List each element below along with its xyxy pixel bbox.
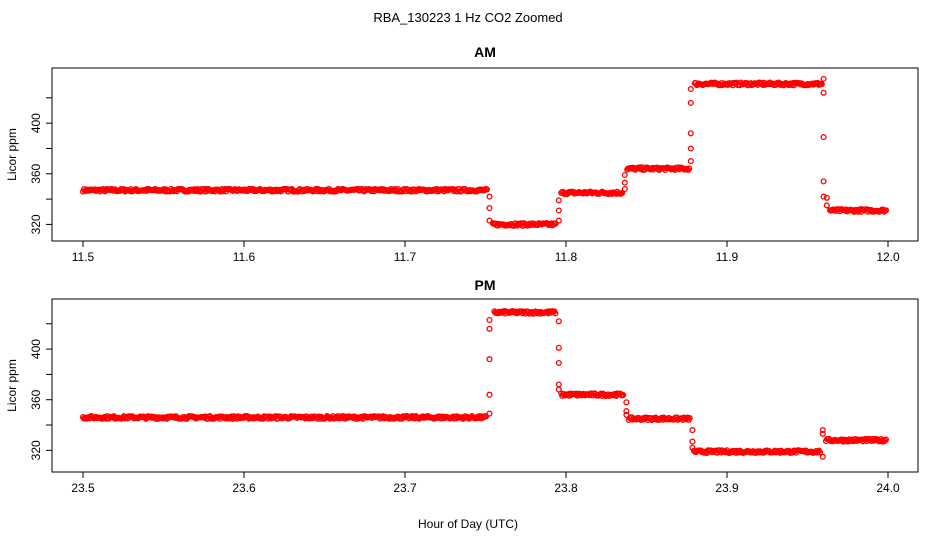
data-point bbox=[882, 436, 890, 443]
data-point bbox=[686, 165, 693, 172]
data-point bbox=[486, 316, 493, 324]
data-point bbox=[687, 145, 694, 152]
data-point bbox=[823, 202, 830, 209]
panel-am: AM Licor ppm 11.5 11.6 11.7 11.8 11.9 12.0 32… bbox=[5, 44, 919, 264]
x-tick-label: 11.8 bbox=[555, 250, 578, 264]
panel-am-y-axis: 320 360 400 bbox=[29, 97, 52, 234]
data-point bbox=[555, 217, 562, 224]
data-point bbox=[820, 75, 827, 82]
panel-am-frame bbox=[51, 67, 919, 242]
data-point bbox=[687, 158, 694, 165]
y-tick-label: 400 bbox=[29, 339, 43, 359]
data-point bbox=[687, 99, 694, 106]
panel-pm-y-axis: 320 360 400 bbox=[29, 323, 52, 460]
data-point bbox=[486, 217, 493, 224]
data-point bbox=[483, 186, 491, 193]
data-point bbox=[623, 411, 630, 418]
data-point bbox=[623, 399, 630, 406]
y-tick-label: 320 bbox=[29, 440, 43, 460]
y-tick-label: 360 bbox=[29, 163, 43, 183]
panel-pm-points bbox=[79, 307, 890, 460]
data-point bbox=[689, 444, 696, 451]
data-point bbox=[819, 430, 826, 437]
data-point bbox=[686, 415, 693, 422]
data-point bbox=[555, 344, 562, 351]
data-point bbox=[818, 81, 825, 88]
data-point bbox=[819, 427, 826, 434]
panel-am-title: AM bbox=[474, 44, 496, 60]
data-point bbox=[689, 427, 696, 434]
panel-pm-ylabel: Licor ppm bbox=[5, 359, 19, 412]
data-point bbox=[820, 178, 827, 185]
data-point bbox=[689, 438, 696, 445]
panel-pm-frame bbox=[51, 298, 919, 473]
panel-am-ylabel: Licor ppm bbox=[5, 128, 19, 181]
data-point bbox=[555, 197, 562, 204]
data-point bbox=[555, 359, 562, 367]
data-point bbox=[555, 386, 562, 393]
data-point bbox=[621, 179, 628, 186]
x-tick-label: 11.7 bbox=[394, 250, 417, 264]
x-tick-label: 23.5 bbox=[71, 481, 95, 495]
x-axis-label: Hour of Day (UTC) bbox=[418, 517, 518, 531]
panel-pm: PM Licor ppm 23.5 23.6 23.7 23.8 23.9 24.0 32… bbox=[5, 277, 919, 495]
panel-pm-x-axis: 23.5 23.6 23.7 23.8 23.9 24.0 bbox=[71, 472, 900, 495]
data-point bbox=[882, 207, 890, 214]
x-tick-label: 12.0 bbox=[876, 250, 900, 264]
x-tick-label: 23.9 bbox=[715, 481, 739, 495]
data-point bbox=[621, 185, 628, 193]
y-tick-label: 320 bbox=[29, 214, 43, 234]
data-point bbox=[486, 325, 493, 332]
panel-pm-title: PM bbox=[475, 277, 496, 293]
data-point bbox=[820, 89, 827, 96]
x-tick-label: 23.8 bbox=[554, 481, 578, 495]
data-point bbox=[687, 85, 694, 93]
data-point bbox=[552, 310, 559, 317]
data-point bbox=[482, 413, 490, 420]
data-point bbox=[823, 194, 830, 201]
panel-am-points bbox=[79, 75, 890, 229]
x-tick-label: 23.7 bbox=[393, 481, 417, 495]
x-tick-label: 23.6 bbox=[232, 481, 256, 495]
data-point bbox=[555, 207, 562, 214]
figure-title: RBA_130223 1 Hz CO2 Zoomed bbox=[373, 10, 562, 25]
data-point bbox=[623, 408, 630, 415]
y-tick-label: 400 bbox=[29, 113, 43, 133]
data-point bbox=[486, 204, 493, 212]
data-point bbox=[816, 449, 824, 456]
data-point bbox=[486, 356, 493, 363]
y-tick-label: 360 bbox=[29, 389, 43, 409]
data-point bbox=[486, 410, 493, 417]
data-point bbox=[555, 318, 562, 325]
data-point bbox=[687, 130, 694, 137]
data-point bbox=[621, 171, 628, 179]
data-point bbox=[820, 134, 827, 141]
data-point bbox=[620, 391, 627, 399]
x-tick-label: 11.9 bbox=[716, 250, 739, 264]
data-point bbox=[486, 193, 493, 200]
x-tick-label: 24.0 bbox=[876, 481, 900, 495]
data-point bbox=[555, 381, 562, 388]
data-point bbox=[486, 391, 493, 398]
data-point bbox=[819, 453, 826, 460]
x-tick-label: 11.6 bbox=[233, 250, 256, 264]
data-point bbox=[820, 193, 827, 200]
panel-am-x-axis: 11.5 11.6 11.7 11.8 11.9 12.0 bbox=[72, 241, 900, 264]
x-tick-label: 11.5 bbox=[72, 250, 95, 264]
